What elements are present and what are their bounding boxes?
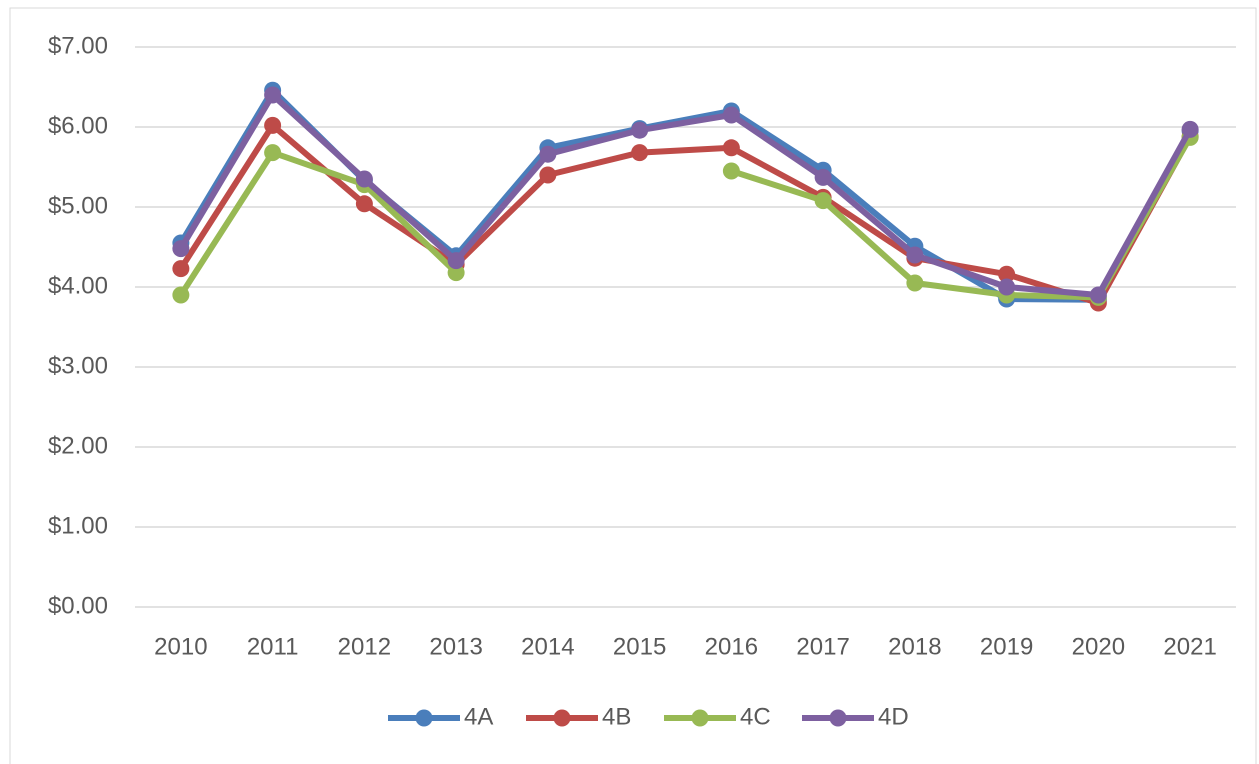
data-point <box>998 278 1016 296</box>
legend-label: 4B <box>602 703 631 730</box>
data-point <box>539 166 557 184</box>
legend-marker <box>415 709 433 727</box>
data-point <box>631 144 649 162</box>
data-point <box>1181 120 1199 138</box>
x-tick-label: 2020 <box>1072 633 1125 660</box>
data-point <box>906 246 924 264</box>
y-tick-label: $4.00 <box>48 272 108 299</box>
y-tick-label: $1.00 <box>48 512 108 539</box>
data-point <box>172 260 190 278</box>
data-point <box>264 144 282 162</box>
data-point <box>722 162 740 180</box>
legend-marker <box>829 709 847 727</box>
data-point <box>264 116 282 134</box>
legend-label: 4C <box>740 703 771 730</box>
data-point <box>447 252 465 270</box>
x-tick-label: 2018 <box>888 633 941 660</box>
data-point <box>447 264 465 282</box>
data-point <box>814 192 832 210</box>
x-tick-label: 2013 <box>429 633 482 660</box>
data-point <box>631 121 649 139</box>
x-tick-label: 2019 <box>980 633 1033 660</box>
x-tick-label: 2021 <box>1163 633 1216 660</box>
series-line <box>178 92 1193 298</box>
data-point <box>355 170 373 188</box>
data-point <box>814 168 832 186</box>
data-point <box>355 195 373 213</box>
x-tick-label: 2011 <box>247 633 299 660</box>
data-point <box>906 274 924 292</box>
x-tick-label: 2014 <box>521 633 574 660</box>
y-tick-label: $7.00 <box>48 32 108 59</box>
legend-marker <box>553 709 571 727</box>
x-tick-label: 2012 <box>338 633 391 660</box>
y-tick-label: $3.00 <box>48 352 108 379</box>
data-point <box>264 86 282 104</box>
data-point <box>172 286 190 304</box>
y-tick-label: $0.00 <box>48 592 108 619</box>
x-tick-label: 2015 <box>613 633 666 660</box>
data-point <box>722 106 740 124</box>
legend-label: 4A <box>464 703 493 730</box>
y-tick-label: $5.00 <box>48 192 108 219</box>
series-line <box>178 122 1193 306</box>
y-tick-label: $2.00 <box>48 432 108 459</box>
data-point <box>539 145 557 163</box>
data-point <box>722 139 740 157</box>
x-tick-label: 2017 <box>796 633 849 660</box>
data-point <box>1089 286 1107 304</box>
y-tick-label: $6.00 <box>48 112 108 139</box>
legend-label: 4D <box>878 703 909 730</box>
data-point <box>172 240 190 258</box>
data-point <box>998 265 1016 283</box>
x-tick-label: 2010 <box>154 633 207 660</box>
legend-marker <box>691 709 709 727</box>
x-tick-label: 2016 <box>705 633 758 660</box>
